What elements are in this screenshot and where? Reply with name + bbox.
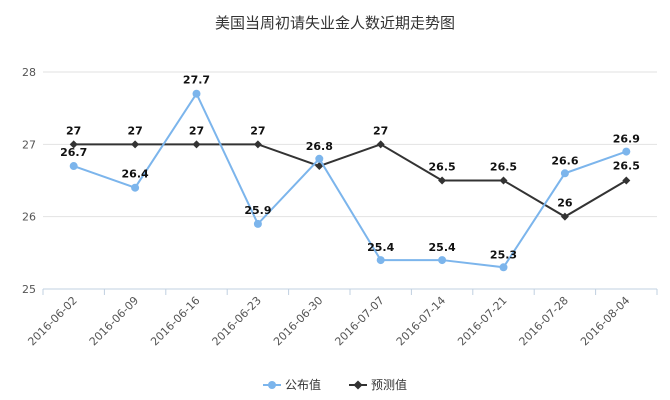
- data-label: 25.4: [367, 241, 394, 254]
- data-point-actual: [622, 147, 631, 156]
- data-point-actual: [560, 169, 569, 178]
- legend-item-1[interactable]: 预测值: [349, 376, 407, 393]
- data-point-actual: [376, 256, 385, 265]
- legend-label: 预测值: [371, 378, 408, 392]
- data-label: 27.7: [183, 74, 210, 87]
- data-point-actual: [192, 89, 201, 98]
- data-point-actual: [131, 183, 140, 192]
- data-label: 26.5: [490, 161, 517, 174]
- data-point-forecast: [499, 176, 508, 185]
- data-point-actual: [499, 263, 508, 272]
- data-label: 25.4: [429, 241, 456, 254]
- data-label: 26.6: [551, 154, 578, 167]
- data-label: 26.5: [429, 161, 456, 174]
- data-label: 26.4: [122, 168, 149, 181]
- data-label: 26.5: [613, 160, 640, 173]
- y-tick-label: 25: [22, 283, 36, 296]
- data-label: 25.9: [244, 204, 271, 217]
- x-tick-label: 2016-06-09: [87, 294, 141, 348]
- data-point-forecast: [376, 140, 385, 149]
- legend-swatch: [349, 379, 367, 390]
- data-label: 27: [127, 124, 142, 137]
- y-tick-label: 26: [22, 211, 36, 224]
- data-label: 27: [189, 124, 204, 137]
- data-point-forecast: [69, 140, 78, 149]
- data-label: 27: [66, 124, 81, 137]
- x-tick-label: 2016-07-07: [332, 294, 386, 348]
- x-tick-label: 2016-07-14: [394, 294, 448, 348]
- legend-swatch: [262, 380, 281, 390]
- x-tick-label: 2016-07-21: [455, 294, 509, 348]
- data-point-actual: [69, 162, 78, 171]
- data-label: 26.9: [613, 133, 640, 146]
- data-point-forecast: [438, 176, 447, 185]
- data-label: 27: [250, 124, 265, 137]
- data-label: 25.3: [490, 248, 517, 261]
- series-line-0: [73, 91, 627, 269]
- data-point-forecast: [131, 140, 140, 149]
- data-point-forecast: [560, 212, 569, 221]
- x-tick-label: 2016-07-28: [517, 294, 571, 348]
- legend-label: 公布值: [284, 378, 321, 392]
- x-tick-label: 2016-06-02: [25, 294, 79, 348]
- y-tick-label: 28: [22, 66, 36, 79]
- x-tick-label: 2016-08-04: [578, 294, 632, 348]
- data-label: 26.8: [306, 140, 333, 153]
- data-point-forecast: [253, 140, 262, 149]
- series-line-1: [73, 143, 627, 218]
- data-point-forecast: [192, 140, 201, 149]
- data-point-forecast: [315, 162, 324, 171]
- x-tick-label: 2016-06-23: [210, 294, 264, 348]
- legend: 公布值 预测值: [0, 376, 670, 393]
- data-point-actual: [253, 219, 262, 228]
- data-label: 26: [557, 197, 573, 210]
- x-tick-label: 2016-06-30: [271, 294, 325, 348]
- data-point-forecast: [622, 176, 631, 185]
- data-label: 26.7: [60, 146, 87, 159]
- chart-title: 美国当周初请失业金人数近期走势图: [214, 14, 455, 32]
- data-point-actual: [315, 154, 324, 163]
- data-point-actual: [438, 256, 447, 265]
- legend-item-0[interactable]: 公布值: [262, 376, 321, 393]
- data-label: 27: [373, 124, 388, 137]
- y-tick-label: 27: [22, 138, 36, 151]
- x-tick-label: 2016-06-16: [148, 294, 202, 348]
